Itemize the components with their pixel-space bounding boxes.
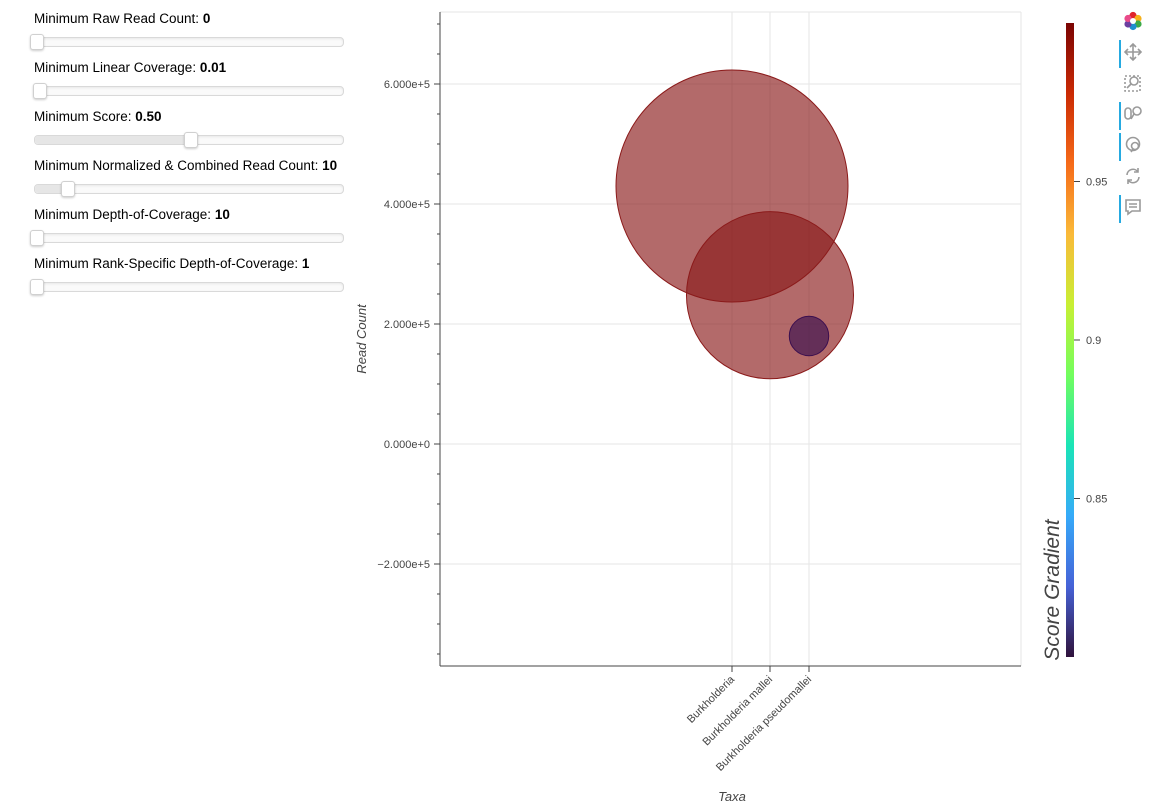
- slider-value: 0.01: [199, 60, 227, 75]
- colorbar-tick-label: 0.95: [1086, 177, 1107, 189]
- slider-track[interactable]: [34, 132, 344, 148]
- slider-title: Minimum Score: 0.50: [34, 109, 162, 124]
- slider-title: Minimum Normalized & Combined Read Count…: [34, 158, 338, 173]
- slider-handle[interactable]: [30, 279, 44, 295]
- slider-handle[interactable]: [33, 83, 48, 99]
- x-tick-label: Burkholderia mallei: [700, 674, 775, 749]
- reset-zoom-icon[interactable]: [1118, 132, 1146, 161]
- slider-value: 10: [214, 207, 230, 222]
- slider-value: 0: [202, 11, 211, 26]
- slider-value: 10: [322, 158, 338, 173]
- slider-normalized-read-count: Minimum Normalized & Combined Read Count…: [34, 157, 346, 206]
- refresh-icon[interactable]: [1118, 163, 1146, 191]
- slider-raw-read-count: Minimum Raw Read Count: 0: [30, 10, 346, 59]
- slider-title: Minimum Depth-of-Coverage: 10: [34, 207, 230, 222]
- slider-score: Minimum Score: 0.50: [34, 108, 346, 157]
- bokeh-logo-icon[interactable]: [1118, 8, 1146, 36]
- slider-track[interactable]: [30, 279, 344, 295]
- y-tick-label: 6.000e+5: [384, 79, 430, 91]
- slider-rank-depth-of-coverage: Minimum Rank-Specific Depth-of-Coverage:…: [30, 255, 346, 304]
- slider-track[interactable]: [33, 83, 344, 99]
- box-zoom-icon[interactable]: [1118, 70, 1146, 98]
- slider-depth-of-coverage: Minimum Depth-of-Coverage: 10: [30, 206, 346, 255]
- slider-track[interactable]: [30, 230, 344, 246]
- wheel-zoom-icon[interactable]: [1118, 101, 1146, 130]
- colorbar-tick-label: 0.85: [1086, 494, 1107, 506]
- slider-title: Minimum Linear Coverage: 0.01: [34, 60, 227, 75]
- slider-track[interactable]: [30, 34, 344, 50]
- y-tick-label: 0.000e+0: [384, 439, 430, 451]
- data-points: [615, 69, 855, 380]
- slider-value: 1: [301, 256, 310, 271]
- slider-handle[interactable]: [184, 132, 198, 148]
- y-axis-label: Read Count: [354, 303, 369, 374]
- y-tick-label: −2.000e+5: [377, 559, 430, 571]
- slider-handle[interactable]: [30, 230, 44, 246]
- filter-panel: Minimum Raw Read Count: 0 Minimum Linear…: [30, 10, 346, 304]
- colorbar-tick-label: 0.9: [1086, 335, 1101, 347]
- colorbar-title: Score Gradient: [1041, 518, 1064, 660]
- slider-handle[interactable]: [60, 181, 75, 197]
- colorbar: 0.85 0.9 0.95: [1066, 23, 1107, 657]
- slider-value: 0.50: [135, 109, 162, 124]
- slider-title: Minimum Rank-Specific Depth-of-Coverage:…: [34, 256, 310, 271]
- pan-icon[interactable]: [1118, 39, 1146, 68]
- y-tick-label: 4.000e+5: [384, 199, 430, 211]
- hover-icon[interactable]: [1118, 194, 1146, 223]
- slider-linear-coverage: Minimum Linear Coverage: 0.01: [33, 59, 346, 108]
- y-tick-label: 2.000e+5: [384, 319, 430, 331]
- colorbar-gradient: [1066, 23, 1074, 657]
- x-axis-label: Taxa: [718, 789, 746, 804]
- slider-title: Minimum Raw Read Count: 0: [34, 11, 211, 26]
- slider-handle[interactable]: [30, 34, 44, 50]
- bubble-point: [788, 315, 830, 357]
- bubble-point: [685, 211, 855, 380]
- slider-track[interactable]: [34, 181, 344, 197]
- plot-toolbar: [1118, 8, 1148, 225]
